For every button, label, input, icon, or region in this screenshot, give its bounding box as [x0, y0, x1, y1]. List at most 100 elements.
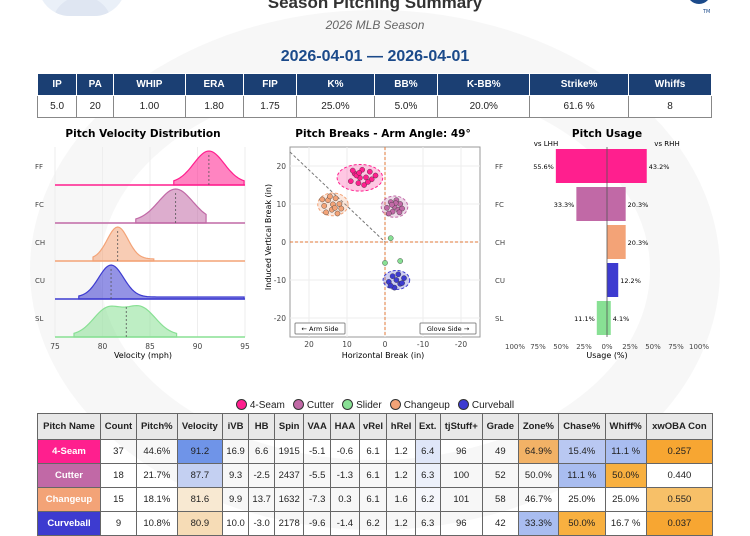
breaks-point-CU [399, 280, 405, 286]
pitch-table-cell: 1.6 [386, 487, 416, 512]
pitch-table-cell: 1915 [274, 439, 305, 464]
pitch-table-cell: 6.2 [358, 511, 388, 536]
breaks-point-FF [368, 176, 375, 183]
pitch-table-header-14: Zone% [517, 413, 559, 440]
pitch-table-cell: -7.3 [303, 487, 332, 512]
pitch-table-header-10: hRel [386, 413, 416, 440]
pitch-name-cell: Curveball [37, 511, 101, 536]
team-logo-icon: TM [690, 0, 710, 14]
usage-tick-label: 0% [601, 343, 612, 351]
usage-chart-title: Pitch Usage [572, 128, 642, 140]
usage-row-label: CU [495, 277, 505, 285]
breaks-point-CH [321, 203, 327, 209]
breaks-point-CH [319, 196, 326, 203]
usage-tick-label: 25% [576, 343, 592, 351]
arm-side-box [294, 322, 346, 335]
pitch-name-cell: 4-Seam [37, 439, 101, 464]
headshot-shirt [52, 0, 112, 16]
pitch-table-cell: 13.7 [248, 487, 276, 512]
legend-item-4: Curveball [457, 399, 514, 411]
breaks-point-CU [395, 271, 402, 278]
summary-value-5: 25.0% [296, 95, 375, 118]
summary-header-0: IP [36, 73, 78, 96]
breaks-point-CU [389, 273, 396, 279]
breaks-point-CU [393, 277, 400, 283]
legend-label: Changeup [403, 400, 450, 411]
pitch-table-cell: 100 [439, 463, 483, 488]
glove-side-box [419, 322, 477, 335]
usage-bar-rhh-CH [607, 225, 626, 259]
usage-value-rhh: 20.3% [628, 201, 649, 209]
legend-dot-icon [292, 399, 304, 410]
breaks-x-tick: 10 [342, 340, 352, 349]
breaks-point-FF [372, 172, 379, 179]
pitch-table-cell: -3.0 [248, 511, 276, 536]
velocity-row-label: FF [35, 163, 43, 171]
velocity-tick-label: 95 [240, 342, 250, 351]
breaks-y-tick: 20 [276, 162, 286, 171]
usage-row-label: CH [495, 239, 505, 247]
breaks-point-CU [401, 275, 407, 281]
pitch-table-cell: 80.9 [176, 511, 224, 536]
velocity-chart-title: Pitch Velocity Distribution [65, 128, 220, 140]
pitch-table-cell: 6.2 [414, 487, 441, 512]
usage-value-lhh: 11.1% [574, 315, 595, 323]
usage-tick-label: 75% [530, 343, 546, 351]
usage-tick-label: 100% [689, 343, 709, 351]
velocity-tick-label: 90 [193, 342, 203, 351]
pitch-table-cell: 1632 [274, 487, 305, 512]
pitch-table-cell: 9.3 [222, 463, 250, 488]
breaks-point-CH [323, 209, 329, 216]
pitch-table-header-15: Chase% [557, 413, 606, 440]
breaks-chart-title: Pitch Breaks - Arm Angle: 49° [295, 128, 470, 140]
velocity-density-CH [92, 226, 155, 262]
pitch-name-cell: Cutter [37, 463, 101, 488]
pitch-table-header-11: Ext. [414, 413, 441, 440]
pitch-table-cell: 16.7 % [604, 511, 647, 536]
pitch-table-cell: 18.1% [135, 487, 178, 512]
pitch-table-header-8: HAA [330, 413, 360, 440]
pitch-name-cell: Changeup [37, 487, 101, 512]
usage-tick-label: 25% [622, 343, 638, 351]
summary-header-4: FIP [242, 73, 298, 96]
summary-value-2: 1.00 [113, 95, 186, 118]
player-headshot [38, 0, 126, 16]
summary-header-7: K-BB% [437, 73, 531, 96]
pitch-table-cell: 9 [99, 511, 137, 536]
pitch-table-cell: 6.1 [358, 463, 388, 488]
table-row: Cutter 18 21.7% 87.7 9.3 -2.5 2437 -5.5 -1.3 6.1 1… [37, 463, 714, 488]
pitch-table-cell: 18 [99, 463, 137, 488]
pitch-table-header-17: xwOBA Con [645, 413, 714, 440]
usage-value-rhh: 43.2% [649, 163, 670, 171]
pitch-table-cell: 11.1 % [604, 439, 647, 464]
velocity-tick-label: 75 [50, 342, 60, 351]
usage-row-label: SL [495, 315, 503, 323]
date-range: 2026-04-01 — 2026-04-01 [280, 48, 470, 65]
legend-dot-icon [235, 399, 247, 410]
legend-label: 4-Seam [249, 400, 285, 411]
pitch-table-cell: 6.1 [358, 439, 388, 464]
pitch-table-cell: 1.2 [386, 511, 416, 536]
pitch-table-cell: 21.7% [135, 463, 178, 488]
pitch-table-header-6: Spin [274, 413, 305, 440]
logo-text: TM [702, 9, 710, 14]
usage-bar-rhh-FC [607, 187, 626, 221]
summary-header-3: ERA [184, 73, 244, 96]
usage-tick-label: 50% [645, 343, 661, 351]
pitch-table-cell: 2437 [274, 463, 305, 488]
pitch-usage-chart: Pitch Usage vs LHH vs RHH 100% 75% 50% 25% 0… [495, 128, 709, 360]
breaks-point-FF [349, 167, 356, 174]
breaks-point-FC [396, 209, 403, 216]
pitch-table-cell: 16.9 [222, 439, 250, 464]
pitch-table-cell: 0.550 [645, 487, 714, 512]
velocity-tick-label: 85 [145, 342, 155, 351]
pitch-table-cell: 6.4 [414, 439, 441, 464]
breaks-point-CH [334, 210, 341, 217]
usage-bar-rhh-SL [607, 301, 611, 335]
pitch-table-cell: -1.3 [330, 463, 360, 488]
legend-item-1: Cutter [292, 399, 334, 411]
legend-dot-icon [457, 399, 469, 410]
legend-dot-icon [342, 399, 354, 410]
breaks-point-FF [365, 179, 371, 185]
velocity-tick-label: 80 [98, 342, 108, 351]
